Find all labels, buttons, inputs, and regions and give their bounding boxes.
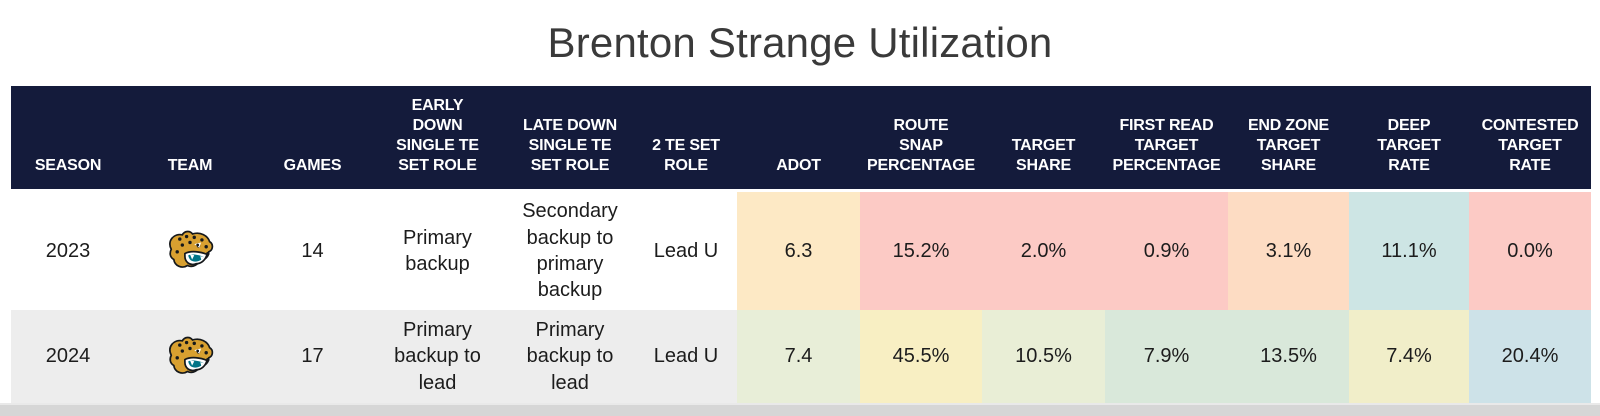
role-text: Secondary backup to primary backup bbox=[522, 200, 618, 302]
cell-2-te-role: Lead U bbox=[635, 189, 737, 310]
cell-team bbox=[125, 189, 255, 310]
cell-first-read-target-percentage: 7.9% bbox=[1105, 310, 1228, 403]
cell-games: 14 bbox=[255, 189, 370, 310]
cell-contested-target-rate: 20.4% bbox=[1469, 310, 1591, 403]
column-header-games: GAMES bbox=[255, 86, 370, 189]
utilization-table: SEASON TEAM GAMES EARLY DOWN SINGLE TE S… bbox=[11, 86, 1591, 403]
table-header: SEASON TEAM GAMES EARLY DOWN SINGLE TE S… bbox=[11, 86, 1591, 189]
role-text: Primary backup to lead bbox=[394, 318, 481, 394]
column-header-season: SEASON bbox=[11, 86, 125, 189]
cell-games: 17 bbox=[255, 310, 370, 403]
column-header-2-te-set-role: 2 TE SET ROLE bbox=[635, 86, 737, 189]
horizontal-scrollbar[interactable] bbox=[0, 403, 1600, 416]
table-row: 2023 14 Primary backup Secondary backup … bbox=[11, 189, 1591, 310]
table-row: 2024 17 Primary backup to lead Primary b… bbox=[11, 310, 1591, 403]
cell-deep-target-rate: 7.4% bbox=[1349, 310, 1469, 403]
cell-season: 2024 bbox=[11, 310, 125, 403]
column-header-end-zone-target-share: END ZONE TARGET SHARE bbox=[1228, 86, 1349, 189]
column-header-target-share: TARGET SHARE bbox=[982, 86, 1105, 189]
page-title: Brenton Strange Utilization bbox=[547, 19, 1053, 66]
cell-season: 2023 bbox=[11, 189, 125, 310]
column-header-early-down-single-te-set-role: EARLY DOWN SINGLE TE SET ROLE bbox=[370, 86, 505, 189]
cell-end-zone-target-share: 13.5% bbox=[1228, 310, 1349, 403]
cell-late-down-role: Primary backup to lead bbox=[505, 310, 635, 403]
cell-end-zone-target-share: 3.1% bbox=[1228, 189, 1349, 310]
column-header-first-read-target-percentage: FIRST READ TARGET PERCENTAGE bbox=[1105, 86, 1228, 189]
cell-team bbox=[125, 310, 255, 403]
column-header-adot: ADOT bbox=[737, 86, 860, 189]
column-header-team: TEAM bbox=[125, 86, 255, 189]
cell-deep-target-rate: 11.1% bbox=[1349, 189, 1469, 310]
cell-route-snap-percentage: 45.5% bbox=[860, 310, 982, 403]
team-logo-jaguars-icon bbox=[169, 230, 214, 268]
cell-target-share: 2.0% bbox=[982, 189, 1105, 310]
team-logo-jaguars-icon bbox=[169, 336, 214, 374]
cell-contested-target-rate: 0.0% bbox=[1469, 189, 1591, 310]
column-header-contested-target-rate: CONTESTED TARGET RATE bbox=[1469, 86, 1591, 189]
column-header-route-snap-percentage: ROUTE SNAP PERCENTAGE bbox=[860, 86, 982, 189]
cell-adot: 6.3 bbox=[737, 189, 860, 310]
cell-late-down-role: Secondary backup to primary backup bbox=[505, 189, 635, 310]
cell-target-share: 10.5% bbox=[982, 310, 1105, 403]
cell-early-down-role: Primary backup to lead bbox=[370, 310, 505, 403]
role-text: Primary backup to lead bbox=[526, 318, 614, 394]
cell-early-down-role: Primary backup bbox=[370, 189, 505, 310]
column-header-late-down-single-te-set-role: LATE DOWN SINGLE TE SET ROLE bbox=[505, 86, 635, 189]
column-header-deep-target-rate: DEEP TARGET RATE bbox=[1349, 86, 1469, 189]
cell-first-read-target-percentage: 0.9% bbox=[1105, 189, 1228, 310]
title-bar: Brenton Strange Utilization bbox=[0, 0, 1600, 86]
role-text: Primary backup bbox=[403, 226, 472, 275]
cell-adot: 7.4 bbox=[737, 310, 860, 403]
cell-2-te-role: Lead U bbox=[635, 310, 737, 403]
cell-route-snap-percentage: 15.2% bbox=[860, 189, 982, 310]
